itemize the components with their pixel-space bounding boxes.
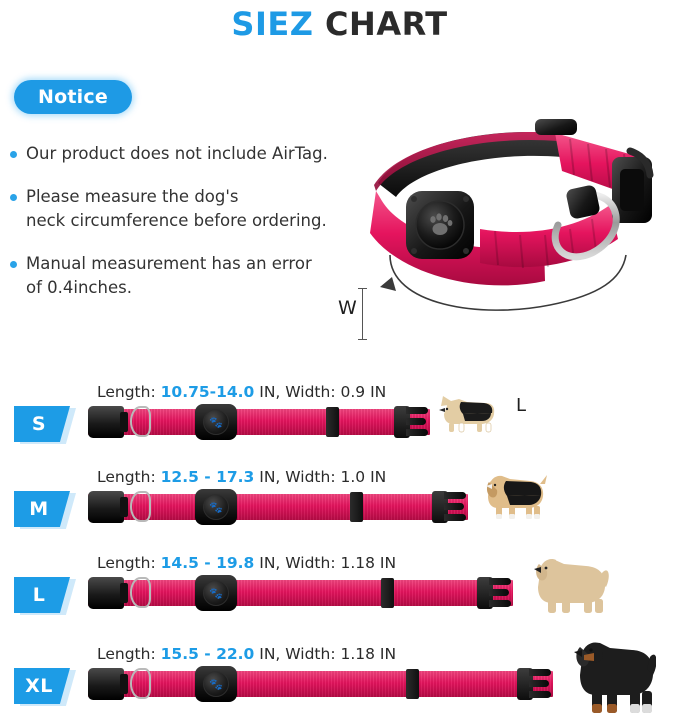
airtag-face: 🐾 bbox=[203, 409, 229, 435]
title-rest-text: CHART bbox=[325, 5, 448, 43]
caption-middle: IN, Width: bbox=[254, 645, 341, 663]
bullet-dot-icon bbox=[10, 151, 17, 158]
collar-buckle-prongs bbox=[529, 669, 551, 699]
collar-webbing bbox=[88, 494, 468, 520]
size-badge-xl[interactable]: XL bbox=[14, 668, 70, 704]
collar-webbing bbox=[88, 671, 553, 697]
collar-buckle-prongs bbox=[444, 492, 466, 522]
airtag-holder: 🐾 bbox=[195, 404, 237, 440]
size-badge-label: XL bbox=[25, 675, 53, 697]
width-value: 1.18 bbox=[340, 645, 375, 663]
collar-buckle-left bbox=[88, 406, 128, 438]
notice-item: Our product does not include AirTag. bbox=[10, 142, 350, 166]
corgi-silhouette-icon bbox=[439, 396, 495, 433]
collar-graphic-s: 🐾 bbox=[88, 404, 430, 440]
width-value: 1.0 bbox=[340, 468, 366, 486]
collar-product-illustration bbox=[370, 119, 654, 311]
notice-badge-label: Notice bbox=[38, 86, 108, 108]
airtag-holder: 🐾 bbox=[195, 666, 237, 702]
size-badge-m[interactable]: M bbox=[14, 491, 70, 527]
paw-print-icon: 🐾 bbox=[209, 415, 223, 429]
paw-print-icon: 🐾 bbox=[209, 586, 223, 600]
size-caption: Length: 15.5 - 22.0 IN, Width: 1.18 IN bbox=[97, 644, 396, 664]
collar-keeper bbox=[326, 407, 339, 437]
caption-middle: IN, Width: bbox=[254, 468, 341, 486]
notice-item: Please measure the dog's neck circumfere… bbox=[10, 185, 350, 233]
airtag-face: 🐾 bbox=[203, 494, 229, 520]
airtag-face: 🐾 bbox=[203, 580, 229, 606]
notice-list: Our product does not include AirTag. Ple… bbox=[10, 142, 350, 319]
airtag-holder: 🐾 bbox=[195, 489, 237, 525]
size-badge-label: S bbox=[31, 413, 47, 435]
notice-item: Manual measurement has an error of 0.4in… bbox=[10, 252, 350, 300]
length-range-value: 15.5 - 22.0 bbox=[160, 645, 255, 663]
rottweiler-silhouette-icon bbox=[574, 642, 656, 713]
notice-badge: Notice bbox=[14, 80, 132, 114]
caption-prefix: Length: bbox=[97, 554, 161, 572]
width-value: 1.18 bbox=[340, 554, 375, 572]
collar-buckle-left bbox=[88, 577, 128, 609]
collar-d-ring bbox=[130, 577, 151, 608]
size-badge-label: M bbox=[29, 498, 49, 520]
width-value: 0.9 bbox=[340, 383, 366, 401]
collar-buckle-left bbox=[88, 491, 128, 523]
length-range-value: 12.5 - 17.3 bbox=[160, 468, 255, 486]
collar-d-ring bbox=[130, 406, 151, 437]
collar-graphic-m: 🐾 bbox=[88, 489, 468, 525]
airtag-face: 🐾 bbox=[203, 671, 229, 697]
caption-suffix: IN bbox=[375, 554, 397, 572]
product-photo: W L bbox=[330, 105, 679, 416]
collar-d-ring bbox=[130, 491, 151, 522]
collar-buckle-prongs bbox=[406, 407, 428, 437]
size-badge-s[interactable]: S bbox=[14, 406, 70, 442]
notice-item-text: Manual measurement has an error of 0.4in… bbox=[26, 254, 312, 297]
bullet-dot-icon bbox=[10, 261, 17, 268]
caption-suffix: IN bbox=[375, 645, 397, 663]
caption-prefix: Length: bbox=[97, 645, 161, 663]
labrador-silhouette-icon bbox=[534, 559, 609, 613]
collar-keeper bbox=[406, 669, 419, 699]
length-dimension-label: L bbox=[516, 395, 527, 416]
notice-item-text: Please measure the dog's neck circumfere… bbox=[26, 187, 327, 230]
size-badge-l[interactable]: L bbox=[14, 577, 70, 613]
caption-middle: IN, Width: bbox=[254, 554, 341, 572]
caption-middle: IN, Width: bbox=[254, 383, 341, 401]
size-caption: Length: 14.5 - 19.8 IN, Width: 1.18 IN bbox=[97, 553, 396, 573]
bullet-dot-icon bbox=[10, 194, 17, 201]
width-dimension-label: W bbox=[338, 297, 357, 319]
collar-keeper bbox=[381, 578, 394, 608]
length-range-value: 10.75-14.0 bbox=[160, 383, 255, 401]
collar-keeper bbox=[350, 492, 363, 522]
collar-d-ring bbox=[130, 668, 151, 699]
collar-buckle-prongs bbox=[489, 578, 511, 608]
collar-webbing bbox=[88, 580, 513, 606]
collar-graphic-xl: 🐾 bbox=[88, 666, 553, 702]
caption-prefix: Length: bbox=[97, 383, 161, 401]
size-badge-label: L bbox=[32, 584, 46, 606]
beagle-silhouette-icon bbox=[486, 475, 547, 519]
width-dimension-line bbox=[358, 288, 367, 340]
title-brand-text: SIEZ bbox=[231, 5, 314, 43]
length-range-value: 14.5 - 19.8 bbox=[160, 554, 255, 572]
page-title: SIEZ CHART bbox=[0, 0, 679, 44]
size-caption: Length: 12.5 - 17.3 IN, Width: 1.0 IN bbox=[97, 467, 386, 487]
paw-print-icon: 🐾 bbox=[209, 500, 223, 514]
caption-suffix: IN bbox=[365, 468, 387, 486]
caption-prefix: Length: bbox=[97, 468, 161, 486]
collar-buckle-left bbox=[88, 668, 128, 700]
size-caption: Length: 10.75-14.0 IN, Width: 0.9 IN bbox=[97, 382, 386, 402]
notice-item-text: Our product does not include AirTag. bbox=[26, 144, 328, 163]
caption-suffix: IN bbox=[365, 383, 387, 401]
airtag-holder: 🐾 bbox=[195, 575, 237, 611]
paw-print-icon: 🐾 bbox=[209, 677, 223, 691]
collar-graphic-l: 🐾 bbox=[88, 575, 513, 611]
